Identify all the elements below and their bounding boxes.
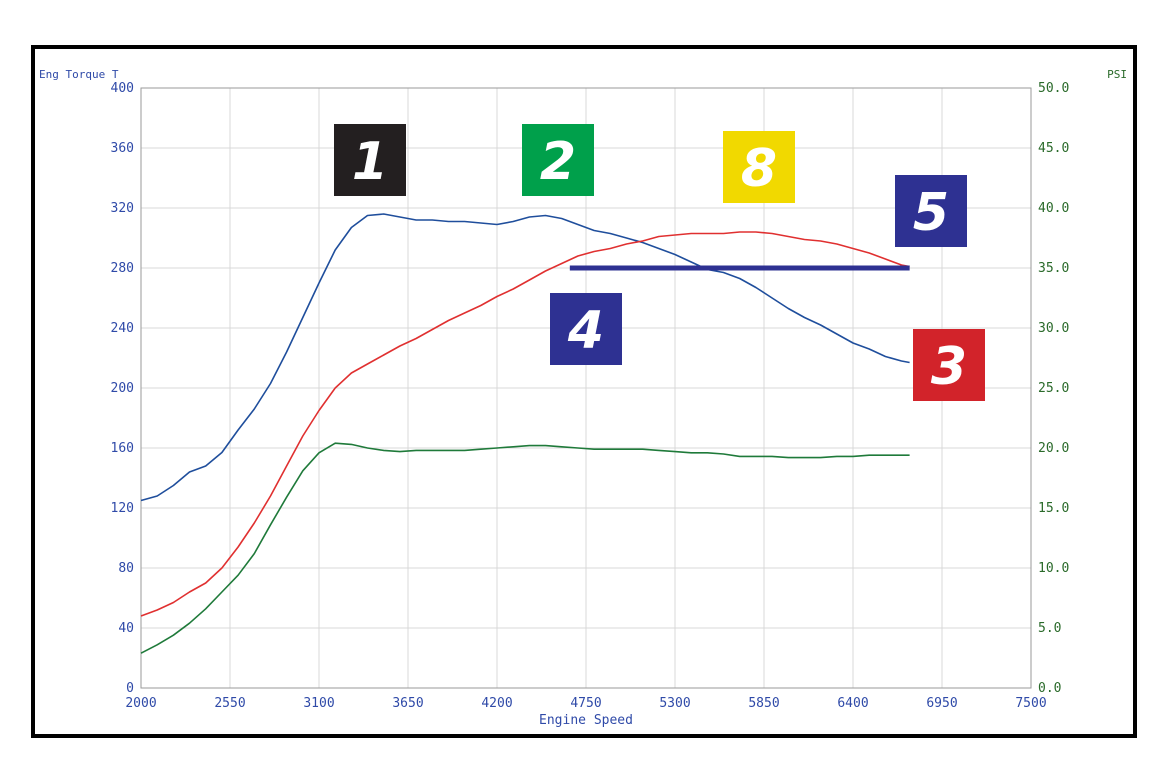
plot-area-border — [140, 87, 1032, 689]
badge-8-label: 8 — [741, 139, 777, 199]
axes: 2000 2550 3100 3650 4200 4750 5300 5850 6400 6950… — [111, 81, 1070, 711]
y-right-tick-label: 30.0 — [1038, 321, 1069, 336]
y-right-tick-label: 40.0 — [1038, 201, 1069, 216]
y-left-tick-label: 0 — [126, 681, 134, 696]
y-right-tick-label: 35.0 — [1038, 261, 1069, 276]
x-tick-label: 7500 — [1015, 696, 1046, 711]
chart-frame: 2000 2550 3100 3650 4200 4750 5300 5850 6400 6950… — [31, 45, 1137, 738]
badge-3-box — [913, 329, 985, 401]
y-left-tick-label: 80 — [118, 561, 134, 576]
y-left-tick-label: 280 — [111, 261, 134, 276]
y-left-tick-label: 400 — [111, 81, 134, 96]
y-right-tick-label: 45.0 — [1038, 141, 1069, 156]
badge-4-label: 4 — [567, 301, 604, 361]
y-left-tick-label: 360 — [111, 141, 134, 156]
series-layer — [140, 213, 910, 654]
x-tick-label: 2550 — [214, 696, 245, 711]
y-left-tick-label: 120 — [111, 501, 134, 516]
boost-reference-line — [140, 231, 910, 617]
x-tick-label: 5850 — [748, 696, 779, 711]
badge-4-box — [550, 293, 622, 365]
x-tick-label: 6400 — [837, 696, 868, 711]
y-left-tick-label: 320 — [111, 201, 134, 216]
x-tick-label: 2000 — [125, 696, 156, 711]
badge-3-label: 3 — [931, 337, 967, 397]
y-right-axis-title: PSI — [1107, 68, 1127, 81]
y-right-tick-label: 10.0 — [1038, 561, 1069, 576]
x-tick-label: 5300 — [659, 696, 690, 711]
axis-labels: Eng Torque T PSI Engine Speed — [39, 68, 1127, 728]
x-tick-label: 3650 — [392, 696, 423, 711]
x-tick-label: 3100 — [303, 696, 334, 711]
badge-2-label: 2 — [540, 132, 576, 192]
badge-1-label: 1 — [352, 132, 388, 192]
x-tick-label: 4750 — [570, 696, 601, 711]
y-left-tick-label: 240 — [111, 321, 134, 336]
badge-2-box — [522, 124, 594, 196]
x-tick-label: 6950 — [926, 696, 957, 711]
psi-line — [140, 442, 910, 654]
badge-5-label: 5 — [913, 183, 949, 243]
y-right-tick-label: 50.0 — [1038, 81, 1069, 96]
y-right-tick-label: 20.0 — [1038, 441, 1069, 456]
annotation-badges: 1 2 8 5 4 3 — [334, 124, 985, 401]
badge-5-box — [895, 175, 967, 247]
dyno-chart: 2000 2550 3100 3650 4200 4750 5300 5850 6400 6950… — [39, 68, 1127, 728]
y-right-tick-label: 5.0 — [1038, 621, 1061, 636]
y-left-tick-label: 160 — [111, 441, 134, 456]
x-axis-title: Engine Speed — [539, 713, 633, 728]
y-left-tick-label: 40 — [118, 621, 134, 636]
y-left-tick-label: 200 — [111, 381, 134, 396]
badge-8-box — [723, 131, 795, 203]
badge-1-box — [334, 124, 406, 196]
y-right-tick-label: 15.0 — [1038, 501, 1069, 516]
y-right-tick-label: 0.0 — [1038, 681, 1061, 696]
torque-line — [140, 213, 910, 502]
y-right-tick-label: 25.0 — [1038, 381, 1069, 396]
y-left-axis-title: Eng Torque T — [39, 68, 119, 81]
x-tick-label: 4200 — [481, 696, 512, 711]
